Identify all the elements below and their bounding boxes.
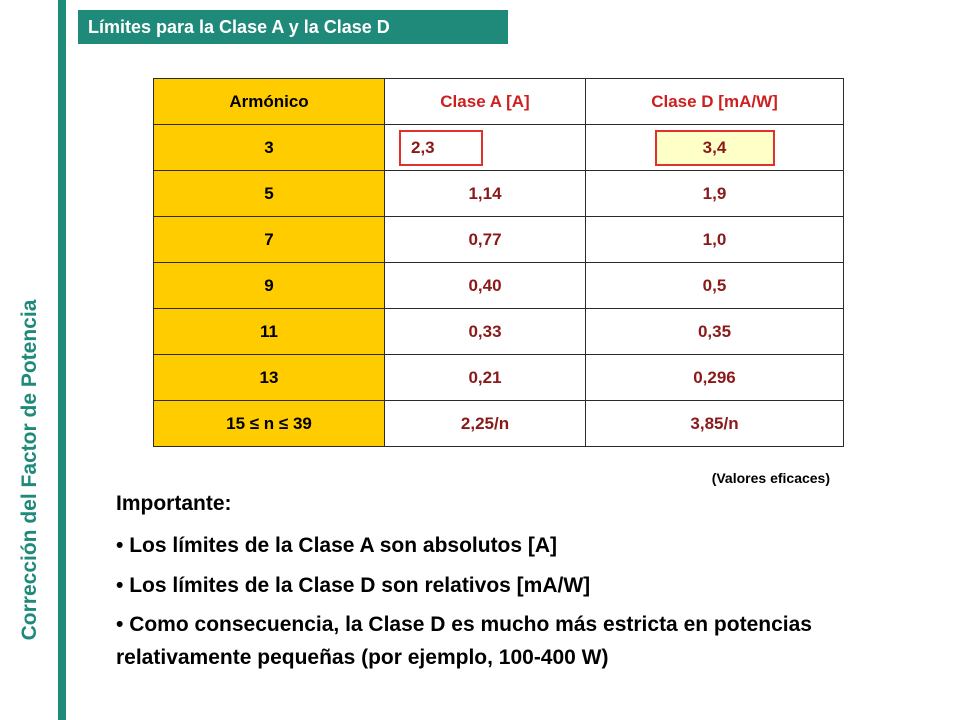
- class-d-cell: 0,5: [585, 262, 844, 309]
- important-heading: Importante:: [116, 492, 232, 515]
- table-row: 13 0,21 0,296: [153, 354, 844, 401]
- class-d-cell: 0,35: [585, 308, 844, 355]
- class-d-cell: 3,4: [585, 124, 844, 171]
- class-a-cell: 2,3: [384, 124, 586, 171]
- table-row: 11 0,33 0,35: [153, 308, 844, 355]
- class-a-cell: 0,77: [384, 216, 586, 263]
- class-a-cell: 1,14: [384, 170, 586, 217]
- bullet-text: Como consecuencia, la Clase D es mucho m…: [116, 613, 812, 669]
- table-row: 7 0,77 1,0: [153, 216, 844, 263]
- class-a-cell: 0,40: [384, 262, 586, 309]
- table-row: 15 ≤ n ≤ 39 2,25/n 3,85/n: [153, 400, 844, 447]
- class-a-cell: 0,21: [384, 354, 586, 401]
- highlighted-value: 2,3: [399, 129, 483, 166]
- header-class-d: Clase D [mA/W]: [585, 78, 844, 125]
- class-d-cell: 1,9: [585, 170, 844, 217]
- header-class-a: Clase A [A]: [384, 78, 586, 125]
- class-d-cell: 3,85/n: [585, 400, 844, 447]
- class-d-cell: 1,0: [585, 216, 844, 263]
- side-accent-bar: [58, 0, 66, 720]
- harmonic-cell: 15 ≤ n ≤ 39: [153, 400, 385, 447]
- vertical-section-title: Corrección del Factor de Potencia: [18, 299, 41, 641]
- bullet-item: • Como consecuencia, la Clase D es mucho…: [116, 613, 812, 669]
- harmonic-cell: 11: [153, 308, 385, 355]
- bullet-text: Los límites de la Clase A son absolutos …: [129, 534, 558, 557]
- bullet-item: • Los límites de la Clase A son absoluto…: [116, 534, 558, 557]
- bullet-text: Los límites de la Clase D son relativos …: [129, 573, 591, 597]
- rms-values-note: (Valores eficaces): [711, 470, 830, 486]
- harmonic-cell: 9: [153, 262, 385, 309]
- harmonic-limits-table: Armónico Clase A [A] Clase D [mA/W] 3 2,…: [153, 78, 844, 447]
- harmonic-cell: 3: [153, 124, 385, 171]
- harmonic-cell: 7: [153, 216, 385, 263]
- important-bullet-list: • Los límites de la Clase A son absoluto…: [116, 530, 906, 681]
- harmonic-cell: 13: [153, 354, 385, 401]
- class-a-cell: 0,33: [384, 308, 586, 355]
- class-d-cell: 0,296: [585, 354, 844, 401]
- table-header-row: Armónico Clase A [A] Clase D [mA/W]: [153, 78, 844, 125]
- harmonic-cell: 5: [153, 170, 385, 217]
- table-row: 9 0,40 0,5: [153, 262, 844, 309]
- header-harmonic: Armónico: [153, 78, 385, 125]
- bullet-item: • Los límites de la Clase D son relativo…: [116, 573, 591, 597]
- table-row: 5 1,14 1,9: [153, 170, 844, 217]
- table-row: 3 2,3 3,4: [153, 124, 844, 171]
- highlighted-value: 3,4: [654, 129, 775, 166]
- class-a-cell: 2,25/n: [384, 400, 586, 447]
- slide-title-banner: Límites para la Clase A y la Clase D: [78, 10, 508, 44]
